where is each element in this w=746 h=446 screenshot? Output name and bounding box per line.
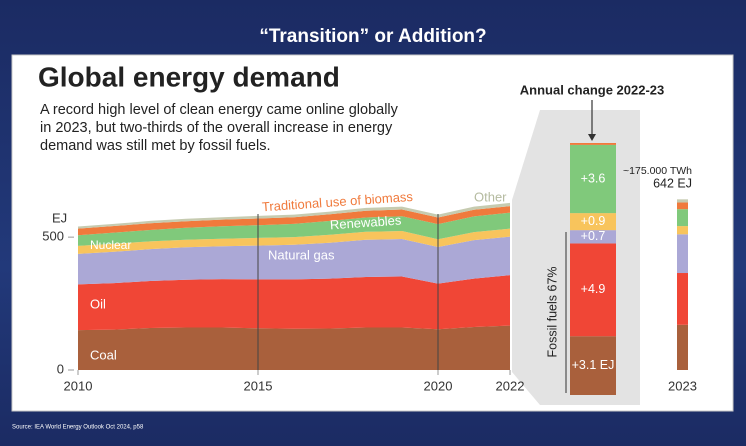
- series-label: Renewables: [329, 212, 402, 232]
- bar-segment: [677, 199, 688, 203]
- x-tick-label: 2015: [244, 378, 273, 393]
- bar-segment: [677, 209, 688, 227]
- bar-segment: [677, 202, 688, 210]
- bar-segment: [570, 213, 616, 231]
- chart-title: Global energy demand: [38, 61, 340, 92]
- y-tick-label: 500: [42, 229, 64, 244]
- y-tick-label: 0: [57, 361, 64, 376]
- bar-segment: [677, 226, 688, 235]
- x-tick-label: 2022: [496, 378, 525, 393]
- total-label: ~175.000 TWh: [623, 165, 692, 177]
- bar-segment: [570, 144, 616, 214]
- bar-segment: [570, 243, 616, 337]
- area: [78, 236, 510, 285]
- y-axis-label: EJ: [52, 211, 67, 226]
- value-label: +0.7: [581, 229, 606, 243]
- series-label: Oil: [90, 296, 106, 311]
- subtitle: A record high level of clean energy came…: [40, 102, 398, 154]
- bar-title: Annual change 2022-23: [520, 82, 665, 97]
- series-label: Nuclear: [90, 238, 131, 252]
- bracket-label: Fossil fuels 67%: [545, 266, 559, 357]
- series-label: Natural gas: [268, 247, 335, 262]
- slide-title: “Transition” or Addition?: [259, 26, 486, 47]
- area: [78, 206, 510, 236]
- area: [78, 325, 510, 370]
- bar-segment: [570, 336, 616, 395]
- area: [78, 212, 510, 246]
- series-label: Coal: [90, 347, 117, 362]
- bar-segment: [677, 324, 688, 370]
- value-label: +3.6: [581, 171, 606, 185]
- arrow-head: [588, 134, 596, 141]
- x-tick-label: 2020: [424, 378, 453, 393]
- value-label: +3.1 EJ: [572, 358, 615, 372]
- bar-segment: [570, 143, 616, 145]
- source: Source: IEA World Energy Outlook Oct 202…: [12, 425, 144, 431]
- area: [78, 228, 510, 254]
- bar-segment: [677, 234, 688, 274]
- series-label: Other: [474, 189, 507, 204]
- x-tick-label: 2023: [668, 378, 697, 393]
- value-label: +4.9: [581, 282, 606, 296]
- x-tick-label: 2010: [64, 378, 93, 393]
- total-label: 642 EJ: [653, 177, 692, 191]
- bar-segment: [570, 230, 616, 244]
- area: [78, 202, 510, 229]
- bar-segment: [677, 273, 688, 325]
- area: [78, 275, 510, 331]
- value-label: +0.9: [581, 214, 606, 228]
